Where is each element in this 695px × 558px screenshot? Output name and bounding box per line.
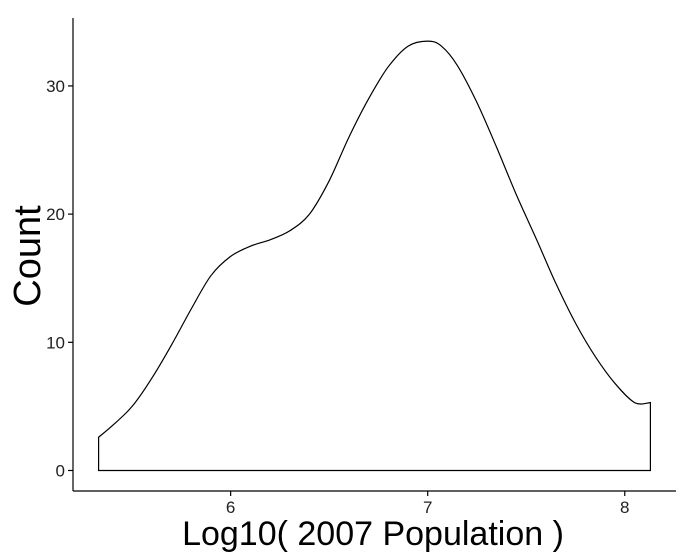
x-tick-label: 6: [226, 498, 235, 517]
y-axis-title: Count: [7, 205, 49, 307]
x-tick-label: 8: [620, 498, 629, 517]
y-ticks: 0 10 20 30: [46, 77, 73, 480]
density-curve: [98, 40, 651, 472]
x-tick-label: 7: [423, 498, 432, 517]
y-tick-label: 20: [46, 205, 65, 224]
y-tick-label: 0: [56, 461, 65, 480]
y-tick-label: 30: [46, 77, 65, 96]
x-ticks: 6 7 8: [226, 491, 629, 517]
y-tick-label: 10: [46, 333, 65, 352]
axes: 0 10 20 30 6 7 8: [46, 18, 676, 517]
x-axis-title: Log10( 2007 Population ): [182, 515, 564, 553]
